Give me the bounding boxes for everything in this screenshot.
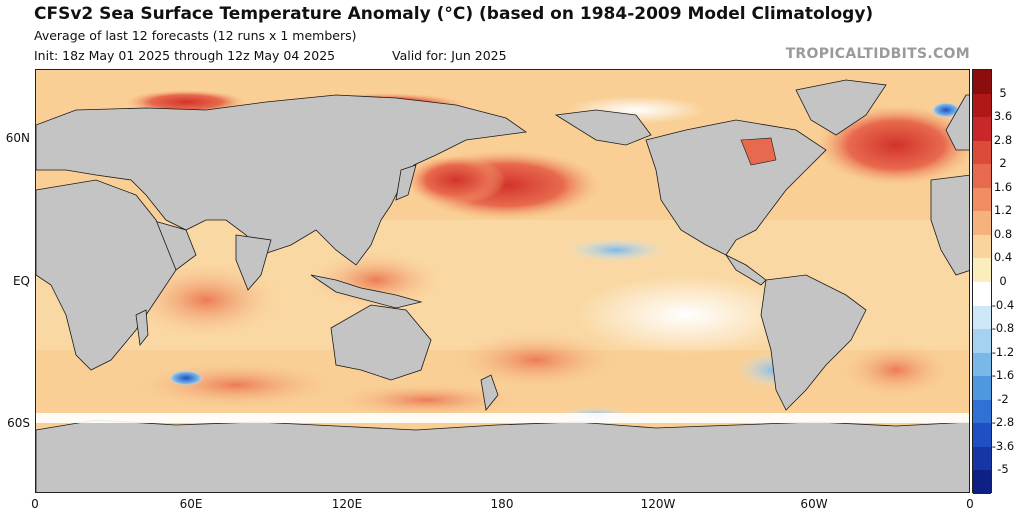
colorbar-segment [973,446,991,471]
colorbar-tick-label: 1.2 [993,203,1013,218]
colorbar-tick-label: 0.4 [993,250,1013,265]
colorbar-tick-label: 3.6 [993,109,1013,124]
new-zealand [480,374,499,411]
australia [330,304,432,381]
colorbar-segment [973,70,991,95]
colorbar-segment [973,234,991,259]
colorbar-tick-label: 0 [999,274,1007,288]
maritime-continent-warm [306,250,446,310]
source-watermark: TROPICALTIDBITS.COM [785,46,970,62]
lat-label-60n: 60N [5,131,30,145]
europe-west [930,174,969,276]
north-america [645,119,827,256]
colorbar-tick-label: -3.6 [991,438,1015,453]
lon-label-120e: 120E [331,497,363,511]
chart-title: CFSv2 Sea Surface Temperature Anomaly (°… [34,4,874,24]
central-america [724,253,767,286]
indian-ocean-cool-spot [168,370,204,386]
south-atlantic-warm [836,340,956,400]
lon-label-60w: 60W [800,497,828,511]
japan [395,164,417,201]
chart-subtitle: Average of last 12 forecasts (12 runs x … [34,28,357,43]
lon-label-0-east: 0 [966,497,974,511]
lon-label-60e: 60E [179,497,203,511]
colorbar-segment [973,211,991,236]
southern-ocean-warm [326,382,526,418]
colorbar-segment [973,187,991,212]
colorbar-segment [973,399,991,424]
north-atlantic-warm-anomaly [816,105,969,185]
colorbar-segment [973,329,991,354]
colorbar-tick-label: 1.6 [993,179,1013,194]
sst-anomaly-map [35,69,970,493]
lon-label-120w: 120W [640,497,676,511]
colorbar-tick-label: 5 [999,85,1007,100]
south-indian-warm [126,360,346,410]
colorbar-tick-label: -1.2 [991,344,1015,359]
colorbar-segment [973,352,991,377]
lat-label-eq: EQ [12,274,30,288]
kuroshio-warm-anomaly [406,155,506,205]
greenland [795,79,887,136]
colorbar-segment [973,164,991,189]
europe-north [945,94,969,151]
colorbar-tick-label: -0.8 [991,321,1015,336]
colorbar-tick-label: -0.4 [991,297,1015,312]
colorbar-tick-label: -2.8 [991,415,1015,430]
colorbar-segment [973,117,991,142]
colorbar-segment [973,93,991,118]
colorbar-segment [973,282,991,307]
colorbar-segment [973,423,991,448]
valid-time: Valid for: Jun 2025 [392,48,507,63]
lon-label-180: 180 [490,497,514,511]
colorbar-segment [973,376,991,401]
south-america [760,274,867,411]
land-masses [36,79,969,492]
indonesia [310,274,423,309]
colorbar-tick-label: 2.8 [993,132,1013,147]
map-canvas [36,70,969,492]
lon-label-0-west: 0 [31,497,39,511]
lat-label-60s: 60S [7,416,30,430]
sea-ice-band [36,413,969,423]
india [235,234,272,291]
colorbar-segment [973,258,991,283]
madagascar [135,309,149,346]
colorbar-segment [973,470,991,495]
colorbar [972,69,992,495]
antarctica [36,419,969,492]
colorbar-tick-label: -5 [997,462,1009,477]
colorbar-tick-label: -1.6 [991,368,1015,383]
colorbar-tick-label: 0.8 [993,226,1013,241]
alaska [554,109,652,146]
colorbar-tick-label: 2 [999,156,1007,171]
init-time: Init: 18z May 01 2025 through 12z May 04… [34,48,336,63]
eurasia [36,94,528,266]
east-pacific-neutral [576,275,796,355]
colorbar-segment [973,305,991,330]
labrador-cool-spot [931,102,961,118]
colorbar-segment [973,140,991,165]
east-pacific-cool [566,238,666,262]
hudson-bay [740,137,777,166]
colorbar-tick-label: -2 [997,391,1009,406]
